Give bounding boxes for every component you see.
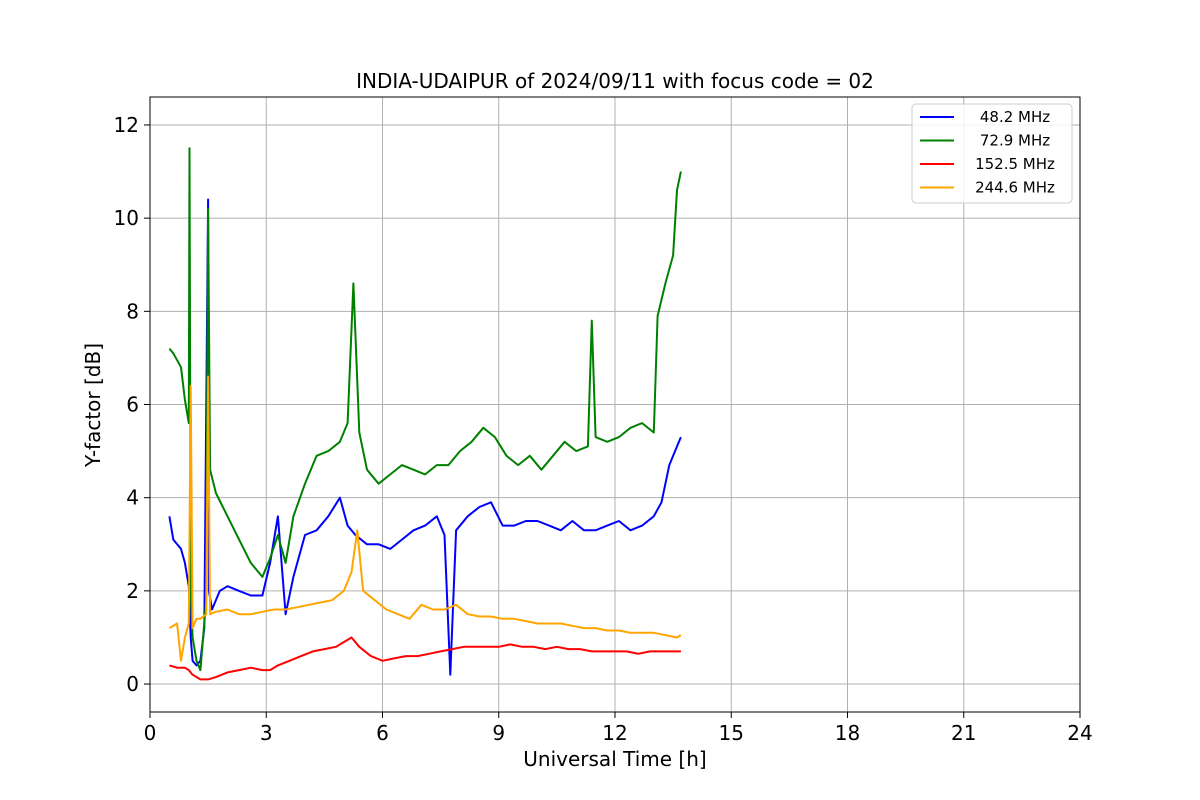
- y-axis-ticks: 0 2 4 6 8 10 12: [114, 113, 150, 696]
- legend: 48.2 MHz 72.9 MHz 152.5 MHz 244.6 MHz: [911, 103, 1073, 204]
- series-lines: [168, 147, 682, 681]
- x-axis-ticks: 0 3 6 9 12 15 18 21 24: [144, 712, 1093, 745]
- x-tick-label: 24: [1067, 721, 1092, 745]
- y-tick-label: 0: [126, 672, 139, 696]
- legend-entry-label: 48.2 MHz: [980, 108, 1050, 126]
- x-tick-label: 6: [376, 721, 389, 745]
- y-tick-label: 6: [126, 393, 139, 417]
- y-tick-label: 12: [114, 113, 139, 137]
- legend-entry-label: 152.5 MHz: [975, 155, 1055, 173]
- x-tick-label: 21: [951, 721, 976, 745]
- legend-box: [911, 103, 1073, 204]
- series-line-2: [169, 636, 681, 681]
- x-axis-label: Universal Time [h]: [523, 747, 706, 771]
- chart-title: INDIA-UDAIPUR of 2024/09/11 with focus c…: [356, 69, 874, 93]
- legend-entry-label: 72.9 MHz: [980, 132, 1050, 150]
- x-tick-label: 0: [144, 721, 157, 745]
- x-tick-label: 18: [835, 721, 860, 745]
- y-tick-label: 2: [126, 579, 139, 603]
- series-line-3: [168, 375, 682, 662]
- y-tick-label: 8: [126, 299, 139, 323]
- x-tick-label: 3: [260, 721, 273, 745]
- y-tick-label: 10: [114, 206, 139, 230]
- legend-entry-label: 244.6 MHz: [975, 179, 1055, 197]
- x-tick-label: 12: [602, 721, 627, 745]
- x-tick-label: 9: [492, 721, 505, 745]
- x-tick-label: 15: [719, 721, 744, 745]
- y-tick-label: 4: [126, 486, 139, 510]
- y-axis-label: Y-factor [dB]: [81, 343, 105, 468]
